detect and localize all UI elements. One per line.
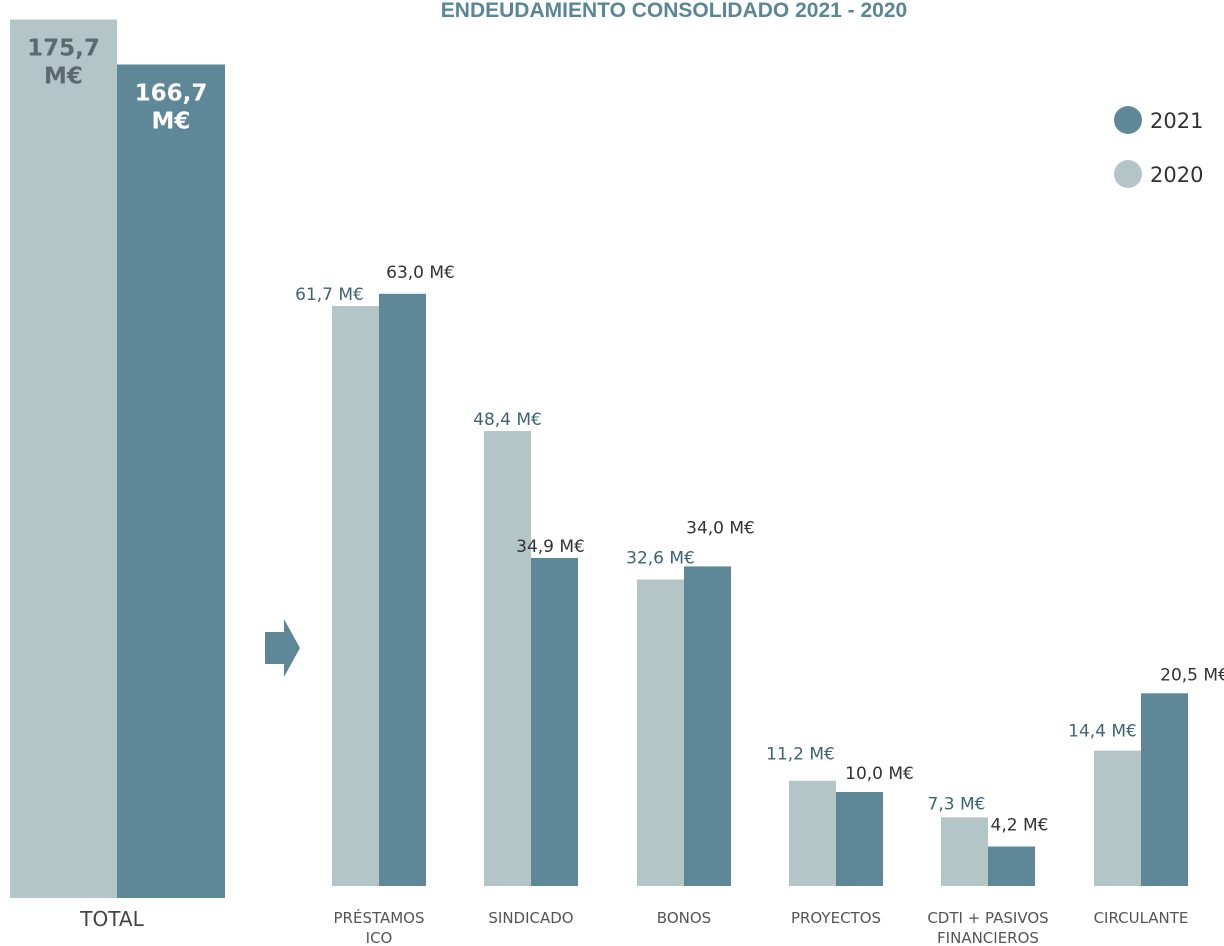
value-label-2020-1: 48,4 M€ (473, 410, 542, 430)
bar-2021-0 (379, 293, 426, 886)
category-label-2: BONOS (657, 909, 711, 927)
value-label-2021-2: 34,0 M€ (686, 518, 755, 538)
bar-2021-2 (684, 566, 731, 886)
bar-2021-1 (531, 557, 578, 886)
value-label-2021-1: 34,9 M€ (516, 537, 585, 557)
chart-title: ENDEUDAMIENTO CONSOLIDADO 2021 - 2020 (441, 0, 907, 22)
value-label-2020-5: 14,4 M€ (1068, 722, 1137, 742)
bar-2020-4 (941, 817, 988, 886)
category-label-3: PROYECTOS (791, 909, 881, 927)
value-label-2020-0: 61,7 M€ (295, 285, 364, 305)
legend: 2021 2020 (1114, 106, 1203, 188)
value-label-2021-4: 4,2 M€ (991, 816, 1049, 836)
bar-2020-5 (1094, 750, 1141, 886)
bar-2020-3 (789, 780, 836, 886)
bar-2020-0 (332, 306, 379, 886)
category-label-0: PRÉSTAMOS ICO (334, 908, 425, 946)
category-label-5: CIRCULANTE (1094, 909, 1189, 927)
value-label-2021-3: 10,0 M€ (845, 764, 914, 784)
legend-swatch-2020 (1114, 160, 1142, 188)
bar-2020-1 (484, 431, 531, 886)
category-label-1: SINDICADO (488, 909, 573, 927)
total-bars-group: 175,7 M€ 166,7 M€ TOTAL (10, 19, 225, 931)
value-label-2021-5: 20,5 M€ (1160, 665, 1224, 685)
category-label-total: TOTAL (79, 907, 144, 931)
bar-2020-2 (637, 579, 684, 886)
value-label-2020-3: 11,2 M€ (766, 745, 835, 765)
value-label-2020-2: 32,6 M€ (626, 549, 695, 569)
legend-swatch-2021 (1114, 106, 1142, 134)
legend-label-2021: 2021 (1150, 109, 1203, 133)
bar-2021-5 (1141, 693, 1188, 886)
total-bar-2021 (117, 64, 225, 898)
category-label-4: CDTI + PASIVOS FINANCIEROS (927, 909, 1048, 946)
bar-2021-4 (988, 846, 1035, 886)
total-bar-2020 (10, 19, 117, 898)
arrow-right-icon (265, 619, 300, 677)
value-label-2021-0: 63,0 M€ (386, 263, 455, 283)
value-label-2020-4: 7,3 M€ (928, 794, 986, 814)
legend-label-2020: 2020 (1150, 163, 1203, 187)
bar-2021-3 (836, 792, 883, 886)
total-value-label-2021: 166,7 M€ (135, 81, 208, 135)
category-bars-group: 61,7 M€ 63,0 M€ PRÉSTAMOS ICO 48,4 M€ 34,9 M€… (295, 263, 1224, 946)
total-value-label-2020: 175,7 M€ (27, 36, 100, 90)
